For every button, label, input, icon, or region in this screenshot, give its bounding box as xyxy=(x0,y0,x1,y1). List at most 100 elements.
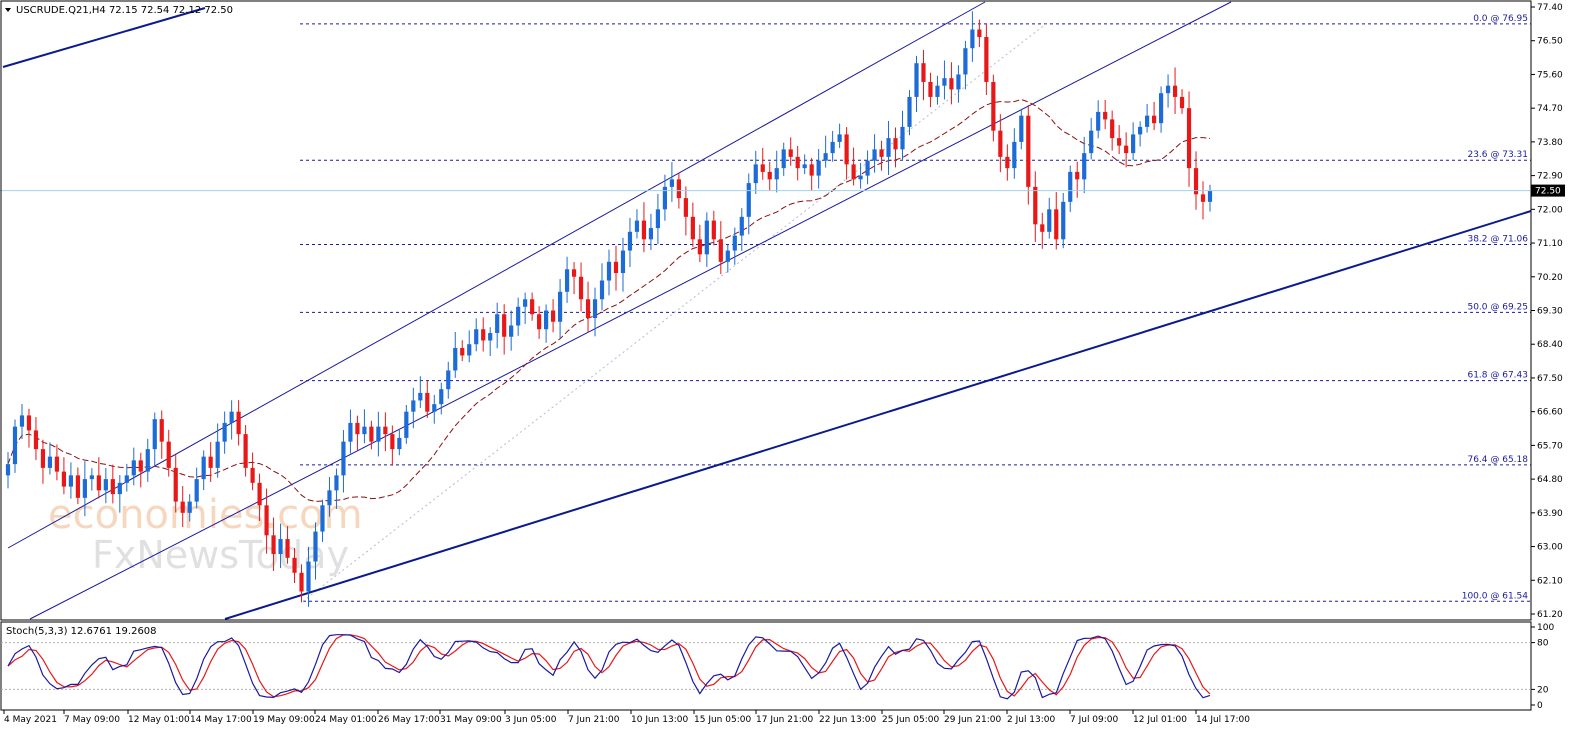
candle xyxy=(809,157,814,191)
candle xyxy=(718,221,723,275)
candle xyxy=(1089,117,1094,160)
candle xyxy=(425,380,430,418)
trend-line-upper-left[interactable] xyxy=(2,7,206,68)
candle xyxy=(1207,184,1213,212)
candle xyxy=(732,227,737,265)
candle xyxy=(299,564,304,603)
chart-header: USCRUDE.Q21,H4 72.15 72.54 72.12 72.50 xyxy=(5,5,233,16)
candle xyxy=(117,475,122,513)
stoch-tick-label: 0 xyxy=(1537,701,1543,711)
trend-lines[interactable] xyxy=(2,1,1532,620)
candle xyxy=(865,150,870,185)
price-tick-label: 72.00 xyxy=(1537,205,1563,215)
candle xyxy=(19,403,25,439)
candle xyxy=(187,494,192,522)
candle xyxy=(949,62,954,105)
price-tick-label: 73.80 xyxy=(1537,138,1563,148)
fib-level-label: 61.8 @ 67.43 xyxy=(1467,371,1528,381)
trend-line-long-support[interactable] xyxy=(224,210,1532,620)
candle xyxy=(306,546,311,607)
candle xyxy=(753,150,758,194)
candle xyxy=(851,147,856,186)
candle xyxy=(334,468,339,509)
candle xyxy=(837,123,842,148)
candle xyxy=(1012,128,1017,179)
candle xyxy=(523,292,528,324)
channel-lower-line[interactable] xyxy=(29,1,1232,620)
candle xyxy=(613,245,619,291)
price-tick-label: 71.10 xyxy=(1537,239,1563,249)
candle xyxy=(250,452,255,491)
time-tick-label: 24 May 01:00 xyxy=(315,715,377,725)
time-tick-label: 12 May 01:00 xyxy=(128,715,190,725)
candle xyxy=(1075,161,1080,198)
candle xyxy=(257,473,262,522)
candle xyxy=(956,65,961,103)
candle xyxy=(75,467,80,505)
candle xyxy=(278,523,283,569)
time-tick-label: 2 Jul 13:00 xyxy=(1007,715,1056,725)
candle xyxy=(1061,192,1066,249)
time-axis[interactable]: 4 May 2021 7 May 09:00 12 May 01:00 14 May … xyxy=(3,710,1250,725)
candle xyxy=(1138,121,1143,147)
candle xyxy=(131,447,136,486)
stoch-main-line xyxy=(7,634,1211,700)
candle xyxy=(564,256,570,303)
candle xyxy=(991,74,996,142)
candle xyxy=(1158,86,1164,133)
chart-title: USCRUDE.Q21,H4 72.15 72.54 72.12 72.50 xyxy=(16,5,233,16)
fib-level-label: 38.2 @ 71.06 xyxy=(1467,235,1528,245)
candle xyxy=(418,376,423,408)
candle xyxy=(648,213,654,251)
candle xyxy=(264,488,269,554)
watermark: economies.com FxNewsToday xyxy=(48,492,363,577)
candle xyxy=(180,486,185,528)
candle xyxy=(1005,144,1010,181)
candle xyxy=(271,517,276,571)
candle xyxy=(453,331,458,378)
panel-frame xyxy=(0,0,1532,711)
candle xyxy=(327,477,332,517)
candle xyxy=(502,304,507,355)
candle xyxy=(208,442,213,482)
candle xyxy=(110,464,115,504)
fib-level-label: 76.4 @ 65.18 xyxy=(1467,455,1528,465)
candle xyxy=(1110,110,1115,151)
price-axis[interactable]: 77.40 76.50 75.60 74.70 73.80 72.90 72.00 71.10… xyxy=(1531,3,1563,620)
current-price-label: 72.50 xyxy=(1535,187,1561,197)
candle xyxy=(641,202,647,253)
candle xyxy=(599,263,605,311)
candle xyxy=(446,361,451,399)
price-tick-label: 62.10 xyxy=(1537,576,1563,586)
dropdown-triangle-icon xyxy=(5,8,11,12)
candle xyxy=(1019,108,1024,150)
time-tick-label: 7 Jul 09:00 xyxy=(1070,715,1119,725)
candle xyxy=(1145,104,1150,133)
candle xyxy=(571,262,577,295)
candle xyxy=(320,499,325,542)
stoch-tick-label: 80 xyxy=(1537,639,1549,649)
stochastic-axis: 100 80 20 0 xyxy=(1531,623,1554,711)
candle xyxy=(530,292,535,321)
candle xyxy=(1040,212,1045,249)
candle xyxy=(1193,151,1199,210)
candle xyxy=(739,208,744,251)
candle xyxy=(439,382,444,415)
time-tick-label: 10 Jun 13:00 xyxy=(631,715,688,725)
fib-level-label: 50.0 @ 69.25 xyxy=(1467,302,1528,312)
candle xyxy=(830,130,835,162)
price-tick-label: 76.50 xyxy=(1537,37,1563,47)
candle xyxy=(592,287,598,337)
candle xyxy=(872,134,877,173)
candle xyxy=(1200,181,1206,220)
candle xyxy=(781,142,786,176)
candle xyxy=(481,317,486,352)
candle xyxy=(460,340,465,362)
candle xyxy=(292,547,297,584)
time-tick-label: 15 Jun 05:00 xyxy=(694,715,751,725)
candle xyxy=(557,279,563,340)
channel-upper-line[interactable] xyxy=(7,1,986,549)
candle xyxy=(578,262,584,312)
